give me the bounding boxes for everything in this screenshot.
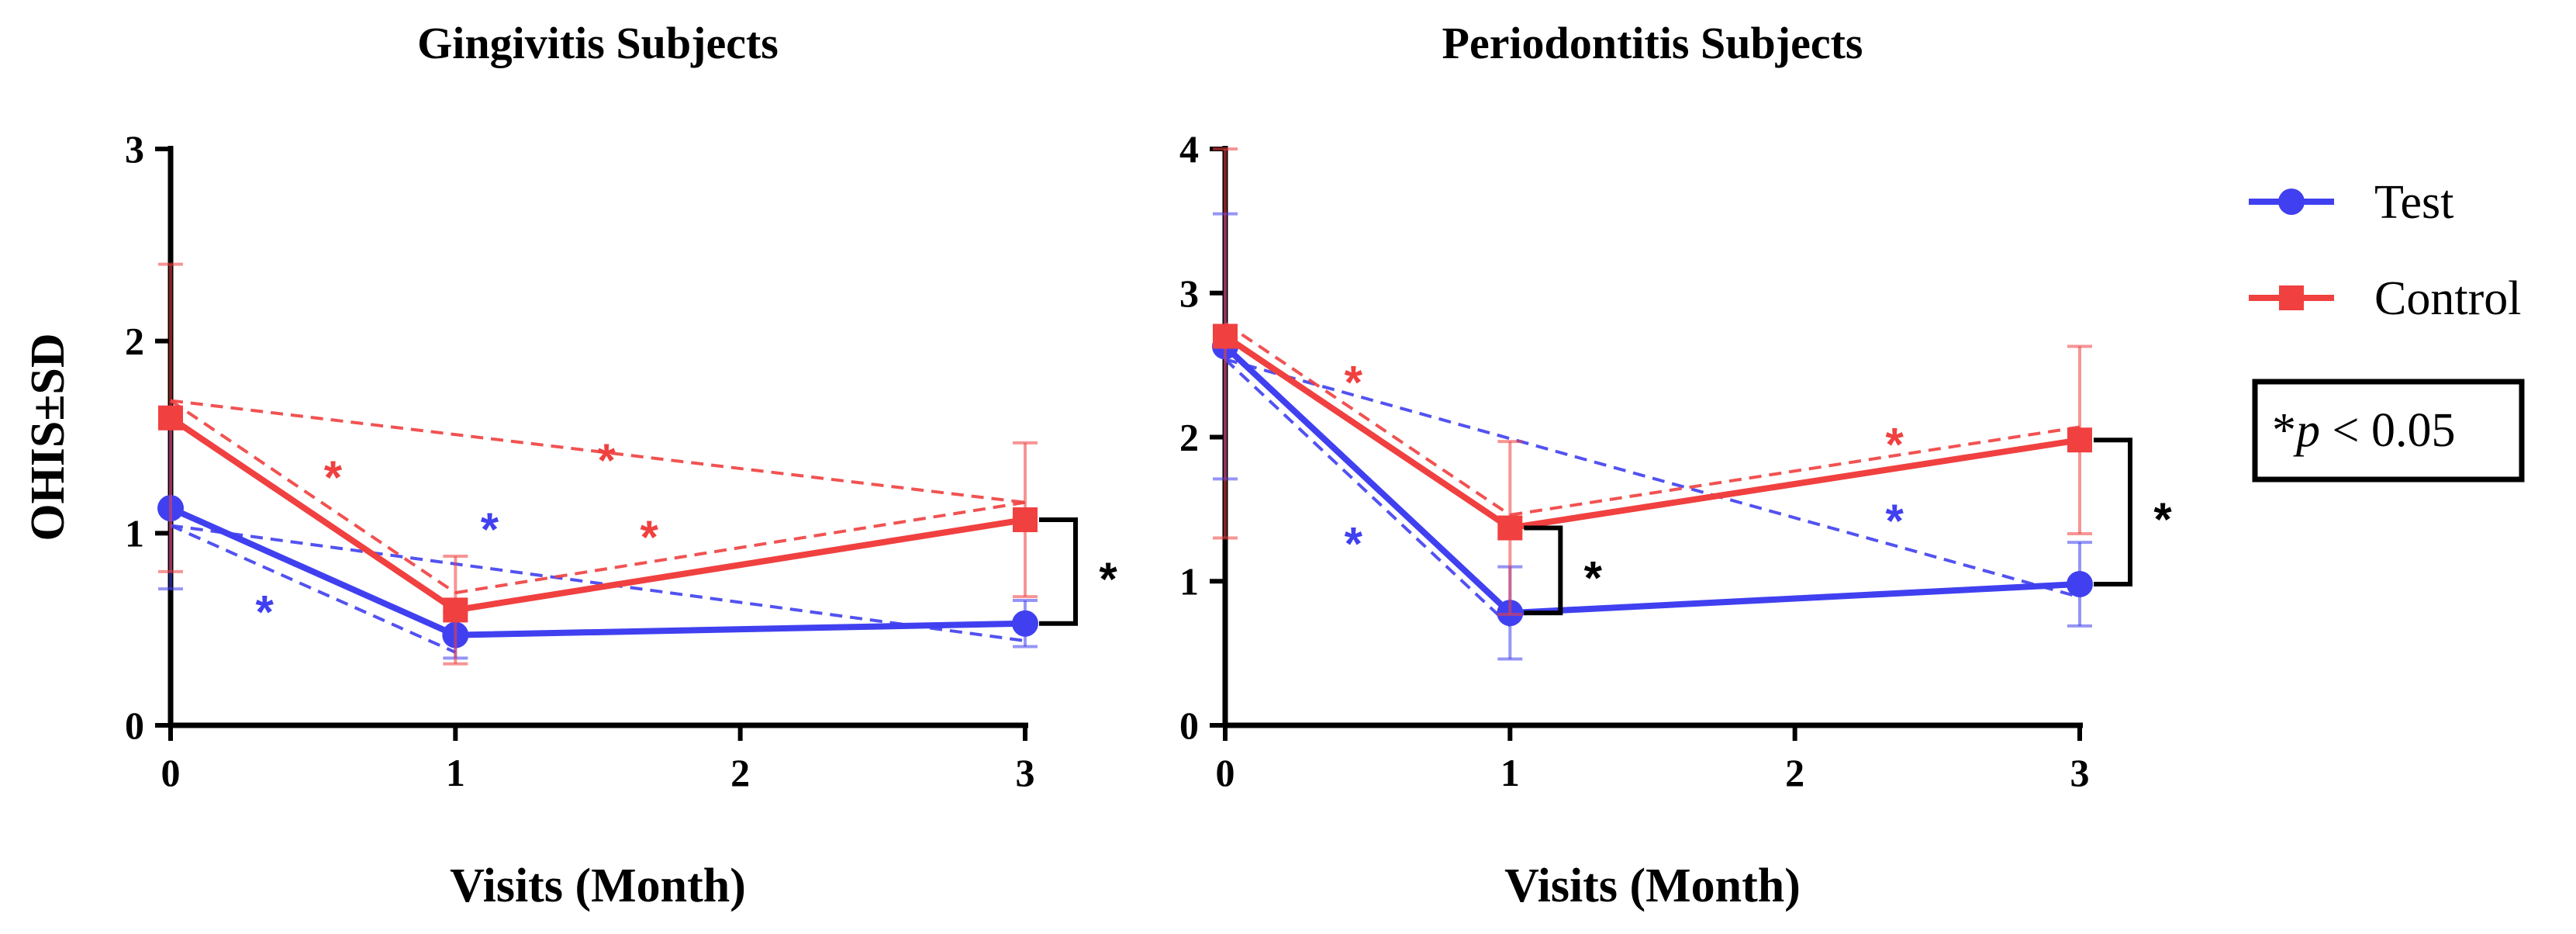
perio-comparison-star: * (1886, 418, 1904, 470)
ging-comparison-star: * (481, 503, 499, 555)
ging-comparison-line (455, 500, 1026, 595)
ging-comparison-star: * (324, 451, 343, 503)
ging-group-bracket (1039, 517, 1078, 626)
perio-group-bracket (1524, 525, 1563, 616)
perio-comparison-star: * (1886, 495, 1904, 547)
ging-control-point (158, 405, 183, 431)
periodontitis-panel: Periodontitis Subjects 0 1 2 3 4 0 1 2 3 Visits (M… (1179, 18, 2172, 912)
perio-x-axis-label: Visits (Month) (1504, 860, 1801, 912)
perio-control-point (1497, 515, 1523, 541)
perio-chart-title: Periodontitis Subjects (1442, 18, 1863, 68)
ging-control-point (443, 597, 468, 623)
perio-group-star: * (2153, 493, 2172, 545)
ging-comparison-line (170, 524, 1026, 643)
perio-group-bracket (2094, 438, 2132, 586)
ging-comparison-star: * (256, 586, 275, 638)
significance-star: * (2272, 404, 2296, 457)
perio-control-point (2067, 427, 2092, 453)
perio-comparison-line (1224, 358, 2080, 599)
perio-x-tick-label: 1 (1500, 751, 1520, 794)
legend-control-marker (2279, 285, 2304, 310)
perio-y-tick-label: 2 (1179, 416, 1199, 459)
ging-comparison-star: * (597, 434, 616, 486)
perio-comparison-line (1224, 322, 1511, 517)
legend-control-label: Control (2374, 272, 2521, 325)
ging-group-star: * (1099, 553, 1117, 605)
perio-group-star: * (1584, 552, 1603, 604)
perio-x-tick-label: 3 (2070, 751, 2090, 794)
ging-x-axis-label: Visits (Month) (450, 860, 746, 912)
legend: Test Control *p < 0.05 (2249, 176, 2525, 483)
perio-comparison-line (1224, 358, 1511, 628)
perio-y-tick-label: 4 (1179, 127, 1199, 171)
legend-test-label: Test (2374, 176, 2453, 229)
perio-x-tick-label: 0 (1216, 751, 1235, 794)
ging-x-tick-label: 3 (1016, 751, 1035, 794)
perio-control-point (1213, 323, 1238, 349)
ging-comparison-line (170, 399, 1026, 504)
significance-note: *p < 0.05 (2272, 404, 2455, 457)
ging-x-tick-label: 2 (730, 751, 750, 794)
perio-comparison-star: * (1345, 518, 1363, 570)
ging-y-axis-label: OHIS±SD (22, 333, 74, 541)
perio-test-point (2067, 570, 2093, 597)
ging-x-tick-label: 0 (161, 751, 181, 794)
perio-comparison-star: * (1345, 356, 1363, 408)
perio-y-tick-label: 1 (1179, 559, 1199, 603)
significance-note-box (2252, 379, 2525, 483)
ging-comparison-line (169, 399, 457, 594)
legend-test-marker (2278, 189, 2305, 215)
ging-control-point (1013, 507, 1038, 532)
perio-y-tick-label: 0 (1179, 704, 1199, 747)
ging-chart-title: Gingivitis Subjects (417, 18, 779, 68)
ging-comparison-star: * (640, 511, 658, 563)
significance-p: p (2293, 404, 2320, 457)
ging-y-tick-label: 0 (125, 704, 144, 747)
perio-comparison-line (1510, 425, 2080, 517)
significance-threshold: < 0.05 (2320, 404, 2455, 457)
gingivitis-panel: Gingivitis Subjects 0 1 2 3 0 1 2 3 Visits (Month… (22, 18, 1117, 912)
ging-y-tick-label: 1 (125, 511, 144, 555)
ging-y-tick-label: 2 (125, 320, 144, 363)
ging-comparison-line (170, 524, 457, 654)
perio-y-tick-label: 3 (1179, 272, 1199, 315)
ging-test-point (1012, 610, 1038, 637)
ging-y-tick-label: 3 (125, 127, 144, 171)
perio-x-tick-label: 2 (1785, 751, 1804, 794)
ging-x-tick-label: 1 (446, 751, 465, 794)
